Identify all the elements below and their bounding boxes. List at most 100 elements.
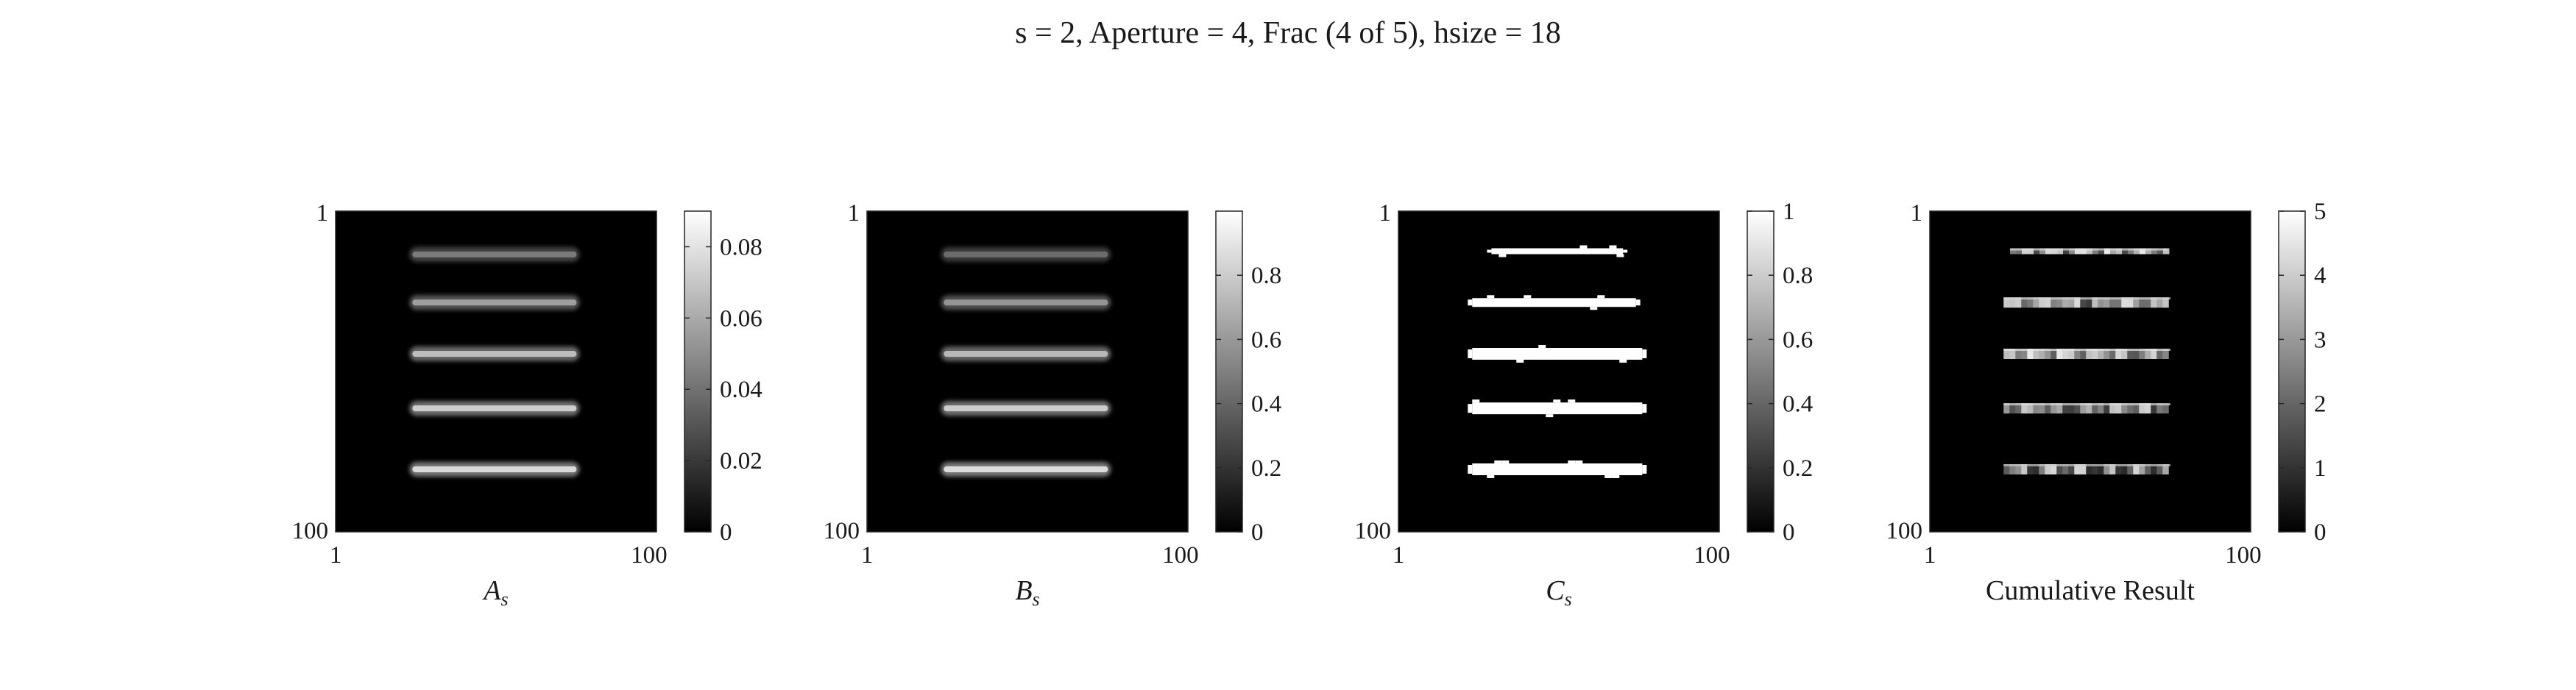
bar-cell (2156, 403, 2163, 414)
bar-core (944, 466, 1108, 472)
bar-cell (2021, 463, 2028, 474)
bar-cell (2145, 248, 2152, 255)
bar-body (1472, 298, 1636, 307)
bar-edge (1487, 295, 1495, 299)
bar-cell (2140, 248, 2146, 255)
bar-edge (1498, 254, 1507, 257)
bar-cell (2045, 248, 2052, 255)
bar-cell (2086, 463, 2092, 474)
bar-cell (2098, 403, 2104, 414)
bar-cell (2110, 248, 2117, 255)
bar-5 (2003, 463, 2170, 474)
bar-end (1623, 249, 1628, 253)
bar-cell (2062, 403, 2069, 414)
bar-cell (2163, 248, 2170, 255)
bar-cell (2068, 297, 2075, 308)
bar-cell (2109, 463, 2116, 474)
bar-core (944, 299, 1108, 306)
bar-edge (1609, 245, 1617, 249)
bar-cell (2074, 403, 2081, 414)
bar-cell (2068, 463, 2075, 474)
colorbar (1747, 210, 1774, 533)
bar-cell (2063, 248, 2070, 255)
bar-cell (2092, 349, 2098, 360)
bar-cell (2121, 463, 2128, 474)
bar-cell (2115, 463, 2122, 474)
bar-cell (2010, 248, 2017, 255)
bar-cell (2092, 248, 2099, 255)
bar-highlight (2003, 297, 2170, 300)
bar-cell (2139, 463, 2145, 474)
bar-body (1472, 463, 1643, 475)
bar-cell (2151, 463, 2157, 474)
colorbar (1215, 210, 1243, 533)
bar-cell (2009, 297, 2016, 308)
bar-cell (2015, 297, 2022, 308)
bar-highlight (2003, 463, 2170, 466)
bar-end (1642, 404, 1647, 413)
bar-cell (2156, 463, 2163, 474)
bar-3 (2003, 349, 2170, 360)
bar-cell (2039, 349, 2045, 360)
colorbar-tick-label: 0 (1783, 519, 1795, 546)
bar-edge (1597, 295, 1605, 299)
bar-core (944, 405, 1108, 412)
bar-edge (1501, 460, 1510, 463)
x-tick-label: 1 (861, 542, 874, 569)
bar-cell (2162, 403, 2169, 414)
bar-cell (2104, 248, 2111, 255)
colorbar-tick-label: 0.2 (1251, 455, 1281, 482)
bar-cell (2057, 248, 2064, 255)
x-tick-label: 100 (631, 542, 668, 569)
bar-cell (2062, 297, 2069, 308)
bar-2 (941, 295, 1111, 310)
bar-cell (2103, 403, 2110, 414)
image-background (336, 211, 657, 532)
subplot-label: Cumulative Result (1986, 575, 2195, 606)
image-background (1398, 211, 1719, 532)
x-tick-label: 100 (1162, 542, 1199, 569)
colorbar-tick-label: 0.6 (1783, 327, 1813, 353)
bar-cell (2033, 403, 2039, 414)
colorbar-tick-label: 5 (2314, 199, 2326, 225)
x-tick-label: 100 (2225, 542, 2262, 569)
bar-3 (409, 346, 580, 362)
y-tick-label: 1 (316, 200, 329, 227)
bar-cell (2033, 297, 2039, 308)
bar-highlight (2010, 248, 2168, 251)
colorbar-tick-label: 0.08 (720, 234, 762, 260)
bar-edge (1568, 399, 1576, 403)
bar-cell (2050, 463, 2057, 474)
y-tick-label: 1 (1911, 200, 1923, 227)
bar-cell (2003, 349, 2010, 360)
bar-cell (2080, 403, 2087, 414)
bar-cell (2128, 248, 2134, 255)
bar-cell (2009, 463, 2016, 474)
colorbar-tick-label: 0 (1251, 519, 1264, 546)
bar-cell (2121, 403, 2128, 414)
bar-end (1635, 299, 1641, 306)
bar-body (1472, 348, 1643, 360)
bar-cell (2033, 349, 2039, 360)
colorbar-tick-label: 0.06 (720, 305, 762, 332)
colorbar-tick-label: 0 (720, 519, 732, 546)
bar-cell (2115, 297, 2122, 308)
bar-2 (1468, 295, 1641, 310)
bar-cell (2145, 349, 2151, 360)
bar-5 (1468, 460, 1647, 478)
bar-cell (2080, 349, 2087, 360)
figure-title: s = 2, Aperture = 4, Frac (4 of 5), hsiz… (1015, 16, 1561, 50)
bar-cell (2074, 297, 2081, 308)
bar-cell (2121, 349, 2128, 360)
bar-cell (2139, 403, 2145, 414)
bar-cell (2021, 297, 2028, 308)
bar-5 (409, 461, 580, 477)
bar-cell (2003, 403, 2010, 414)
bar-cell (2162, 463, 2169, 474)
bar-edge (1487, 474, 1495, 478)
bar-cell (2151, 248, 2158, 255)
bar-edge (1494, 460, 1502, 463)
bar-cell (2134, 248, 2140, 255)
bar-cell (2028, 248, 2034, 255)
